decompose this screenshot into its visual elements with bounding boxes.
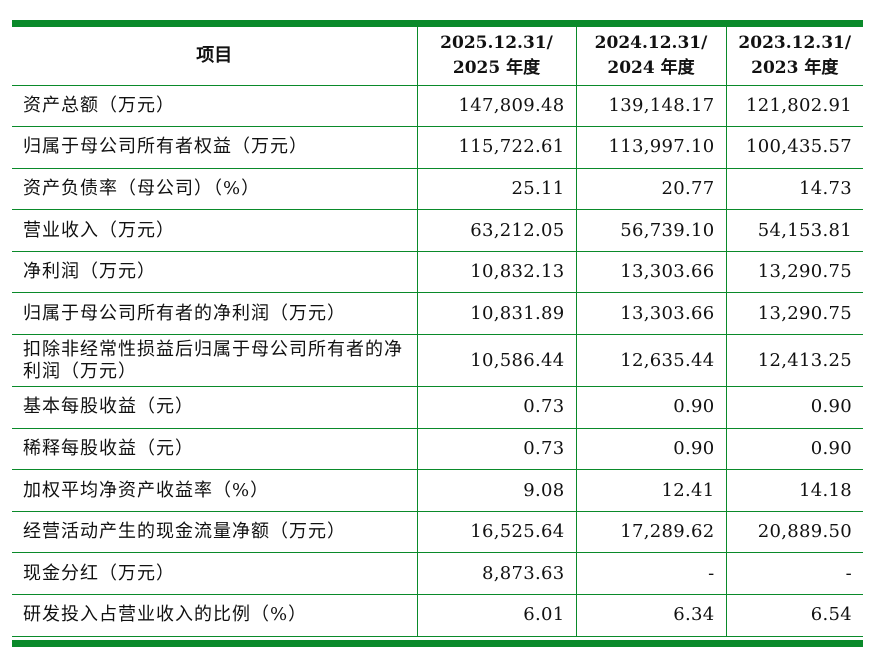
value-2025: 0.73 [416,427,577,471]
row-label: 经营活动产生的现金流量净额（万元） [12,510,418,554]
financial-table-container: 项目 2025.12.31/ 2025 年度 2024.12.31/ 2024 … [12,20,863,637]
value-2023: 6.54 [725,594,863,637]
value-2024: 139,148.17 [575,84,727,128]
table-row: 净利润（万元） 10,832.13 13,303.66 13,290.75 [12,250,863,294]
table-row: 稀释每股收益（元） 0.73 0.90 0.90 [12,427,863,471]
value-2025: 10,586.44 [416,334,577,388]
value-2023: 14.73 [725,167,863,211]
table-row: 经营活动产生的现金流量净额（万元） 16,525.64 17,289.62 20… [12,510,863,554]
table-row: 资产总额（万元） 147,809.48 139,148.17 121,802.9… [12,84,863,128]
header-year-2023-period: 2023 年度 [751,57,839,78]
value-2023: 100,435.57 [725,126,863,169]
row-label: 归属于母公司所有者的净利润（万元） [12,292,418,336]
table-row: 加权平均净资产收益率（%） 9.08 12.41 14.18 [12,469,863,512]
value-2025: 0.73 [416,386,577,429]
row-label: 扣除非经常性损益后归属于母公司所有者的净利润（万元） [12,334,418,388]
value-2025: 63,212.05 [416,209,577,252]
value-2024: 12,635.44 [575,334,727,388]
row-label: 基本每股收益（元） [12,386,418,429]
value-2024: 0.90 [575,386,727,429]
value-2024: 12.41 [575,469,727,512]
value-2023: 13,290.75 [725,292,863,336]
row-label: 资产总额（万元） [12,84,418,128]
table-row: 营业收入（万元） 63,212.05 56,739.10 54,153.81 [12,209,863,252]
header-year-2025-period: 2025 年度 [452,57,541,78]
value-2024: 20.77 [575,167,727,211]
table-row: 研发投入占营业收入的比例（%） 6.01 6.34 6.54 [12,594,863,637]
header-year-2024: 2024.12.31/ 2024 年度 [575,27,727,86]
value-2023: 12,413.25 [725,334,863,388]
value-2025: 10,832.13 [416,250,577,294]
value-2023: 13,290.75 [725,250,863,294]
value-2023: 14.18 [725,469,863,512]
table-row: 现金分红（万元） 8,873.63 - - [12,552,863,596]
value-2025: 25.11 [416,167,577,211]
header-year-2025-date: 2025.12.31/ [440,32,553,53]
value-2025: 115,722.61 [416,126,577,169]
table-row: 扣除非经常性损益后归属于母公司所有者的净利润（万元） 10,586.44 12,… [12,334,863,388]
value-2024: - [575,552,727,596]
value-2024: 0.90 [575,427,727,471]
header-year-2025: 2025.12.31/ 2025 年度 [416,27,577,86]
value-2024: 6.34 [575,594,727,637]
table-row: 归属于母公司所有者的净利润（万元） 10,831.89 13,303.66 13… [12,292,863,336]
header-year-2023-date: 2023.12.31/ [738,32,852,53]
value-2025: 9.08 [416,469,577,512]
financial-indicators-table: 项目 2025.12.31/ 2025 年度 2024.12.31/ 2024 … [12,27,863,637]
table-row: 归属于母公司所有者权益（万元） 115,722.61 113,997.10 10… [12,126,863,169]
value-2025: 8,873.63 [416,552,577,596]
header-item: 项目 [12,27,418,86]
value-2023: 0.90 [725,386,863,429]
header-year-2024-date: 2024.12.31/ [594,32,708,53]
header-year-2024-period: 2024 年度 [607,57,695,78]
row-label: 营业收入（万元） [12,209,418,252]
row-label: 净利润（万元） [12,250,418,294]
value-2023: 121,802.91 [725,84,863,128]
value-2024: 13,303.66 [575,292,727,336]
value-2025: 6.01 [416,594,577,637]
value-2025: 147,809.48 [416,84,577,128]
table-row: 基本每股收益（元） 0.73 0.90 0.90 [12,386,863,429]
row-label: 归属于母公司所有者权益（万元） [12,126,418,169]
value-2024: 13,303.66 [575,250,727,294]
table-row: 资产负债率（母公司）（%） 25.11 20.77 14.73 [12,167,863,211]
value-2024: 56,739.10 [575,209,727,252]
value-2023: 0.90 [725,427,863,471]
row-label: 研发投入占营业收入的比例（%） [12,594,418,637]
row-label: 稀释每股收益（元） [12,427,418,471]
value-2023: 54,153.81 [725,209,863,252]
value-2023: 20,889.50 [725,510,863,554]
value-2024: 17,289.62 [575,510,727,554]
top-rule [12,20,863,27]
value-2024: 113,997.10 [575,126,727,169]
header-year-2023: 2023.12.31/ 2023 年度 [725,27,863,86]
row-label: 加权平均净资产收益率（%） [12,469,418,512]
bottom-rule [12,640,863,647]
value-2025: 10,831.89 [416,292,577,336]
header-row: 项目 2025.12.31/ 2025 年度 2024.12.31/ 2024 … [12,27,863,86]
value-2025: 16,525.64 [416,510,577,554]
row-label: 现金分红（万元） [12,552,418,596]
row-label: 资产负债率（母公司）（%） [12,167,418,211]
value-2023: - [725,552,863,596]
